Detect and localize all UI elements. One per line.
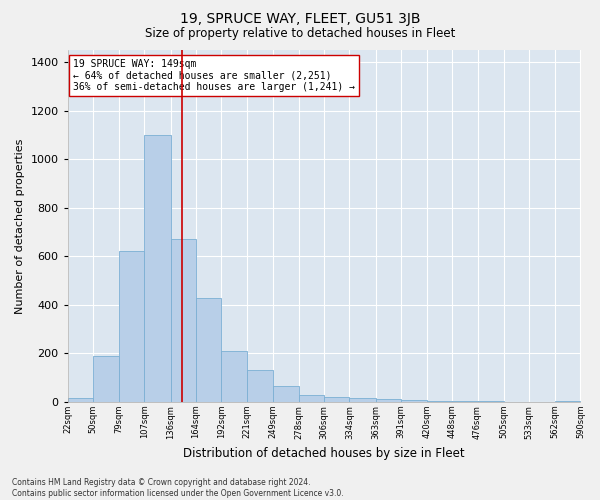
Bar <box>68 398 93 402</box>
Text: Contains HM Land Registry data © Crown copyright and database right 2024.
Contai: Contains HM Land Registry data © Crown c… <box>12 478 344 498</box>
Bar <box>427 400 452 402</box>
Bar <box>324 396 349 402</box>
Bar <box>272 386 299 402</box>
X-axis label: Distribution of detached houses by size in Fleet: Distribution of detached houses by size … <box>183 447 465 460</box>
Text: 19 SPRUCE WAY: 149sqm
← 64% of detached houses are smaller (2,251)
36% of semi-d: 19 SPRUCE WAY: 149sqm ← 64% of detached … <box>73 59 355 92</box>
Bar <box>119 252 145 402</box>
Text: 19, SPRUCE WAY, FLEET, GU51 3JB: 19, SPRUCE WAY, FLEET, GU51 3JB <box>180 12 420 26</box>
Bar <box>170 240 196 402</box>
Text: Size of property relative to detached houses in Fleet: Size of property relative to detached ho… <box>145 28 455 40</box>
Y-axis label: Number of detached properties: Number of detached properties <box>15 138 25 314</box>
Bar <box>452 401 478 402</box>
Bar <box>93 356 119 402</box>
Bar <box>221 351 247 402</box>
Bar <box>349 398 376 402</box>
Bar <box>145 135 170 402</box>
Bar <box>247 370 272 402</box>
Bar <box>299 395 324 402</box>
Bar <box>376 399 401 402</box>
Bar <box>555 401 580 402</box>
Bar <box>401 400 427 402</box>
Bar <box>196 298 221 402</box>
